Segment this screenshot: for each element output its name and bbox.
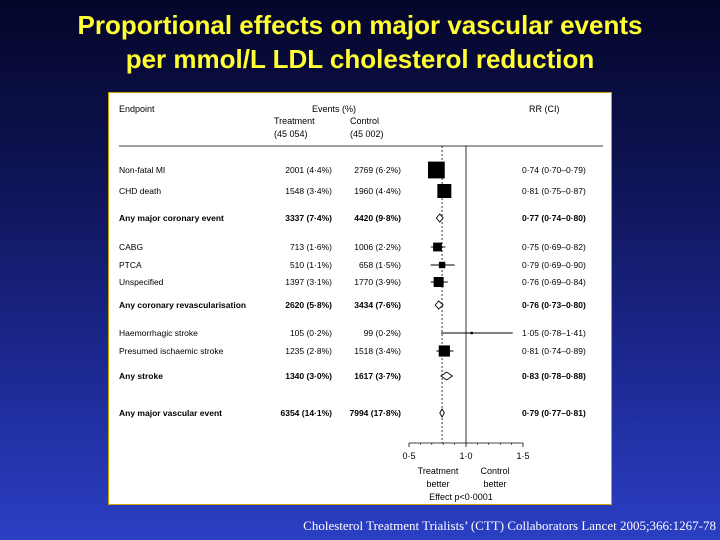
row-control: 99 (0·2%) xyxy=(364,328,401,338)
row-treatment: 1397 (3·1%) xyxy=(285,277,332,287)
row-treatment: 1340 (3·0%) xyxy=(285,371,332,381)
x-axis-tick-label: 1·0 xyxy=(459,451,472,461)
row-treatment: 3337 (7·4%) xyxy=(285,213,332,223)
row-label: Any stroke xyxy=(119,371,163,381)
favours-control-label: better xyxy=(483,479,506,489)
row-rr: 0·75 (0·69–0·82) xyxy=(522,242,586,252)
x-axis-tick-label: 1·5 xyxy=(516,451,529,461)
summary-diamond xyxy=(435,213,444,223)
row-rr: 1·05 (0·78–1·41) xyxy=(522,328,586,338)
x-axis-tick-label: 0·5 xyxy=(402,451,415,461)
point-estimate-square xyxy=(438,345,450,357)
summary-diamond xyxy=(439,408,445,418)
row-label: Non-fatal MI xyxy=(119,165,165,175)
row-treatment: 1235 (2·8%) xyxy=(285,346,332,356)
row-label: CHD death xyxy=(119,186,161,196)
row-control: 1770 (3·9%) xyxy=(354,277,401,287)
point-estimate-square xyxy=(438,261,446,269)
row-control: 4420 (9·8%) xyxy=(354,213,401,223)
row-control: 1006 (2·2%) xyxy=(354,242,401,252)
summary-diamond xyxy=(440,371,454,381)
favours-treatment-label: better xyxy=(426,479,449,489)
row-control: 3434 (7·6%) xyxy=(354,300,401,310)
row-rr: 0·81 (0·75–0·87) xyxy=(522,186,586,196)
point-estimate-square xyxy=(433,277,444,287)
header-endpoint: Endpoint xyxy=(119,104,155,114)
row-treatment: 1548 (3·4%) xyxy=(285,186,332,196)
header-control-n: (45 002) xyxy=(350,129,384,139)
effect-p-value: Effect p<0·0001 xyxy=(429,492,493,502)
favours-treatment-label: Treatment xyxy=(418,466,459,476)
header-events: Events (%) xyxy=(312,104,356,114)
row-control: 658 (1·5%) xyxy=(359,260,401,270)
row-rr: 0·79 (0·69–0·90) xyxy=(522,260,586,270)
row-rr: 0·79 (0·77–0·81) xyxy=(522,408,586,418)
title-line-2: per mmol/L LDL cholesterol reduction xyxy=(125,44,595,74)
row-label: Presumed ischaemic stroke xyxy=(119,346,224,356)
row-control: 1960 (4·4%) xyxy=(354,186,401,196)
row-treatment: 510 (1·1%) xyxy=(290,260,332,270)
row-rr: 0·81 (0·74–0·89) xyxy=(522,346,586,356)
favours-control-label: Control xyxy=(480,466,509,476)
row-control: 1518 (3·4%) xyxy=(354,346,401,356)
row-label: Any major vascular event xyxy=(119,408,222,418)
row-label: Any coronary revascularisation xyxy=(119,300,246,310)
row-label: Haemorrhagic stroke xyxy=(119,328,198,338)
row-label: CABG xyxy=(119,242,143,252)
row-rr: 0·76 (0·73–0·80) xyxy=(522,300,586,310)
row-rr: 0·83 (0·78–0·88) xyxy=(522,371,586,381)
slide-title: Proportional effects on major vascular e… xyxy=(0,8,720,76)
row-rr: 0·77 (0·74–0·80) xyxy=(522,213,586,223)
header-treatment-n: (45 054) xyxy=(274,129,308,139)
summary-diamond xyxy=(434,300,444,310)
row-treatment: 105 (0·2%) xyxy=(290,328,332,338)
row-treatment: 6354 (14·1%) xyxy=(280,408,332,418)
row-control: 2769 (6·2%) xyxy=(354,165,401,175)
row-label: Any major coronary event xyxy=(119,213,224,223)
point-estimate-square xyxy=(433,242,442,252)
row-treatment: 713 (1·6%) xyxy=(290,242,332,252)
header-rr: RR (CI) xyxy=(529,104,560,114)
row-label: PTCA xyxy=(119,260,142,270)
row-control: 1617 (3·7%) xyxy=(354,371,401,381)
row-treatment: 2620 (5·8%) xyxy=(285,300,332,310)
row-rr: 0·76 (0·69–0·84) xyxy=(522,277,586,287)
row-label: Unspecified xyxy=(119,277,164,287)
forest-plot-panel: Endpoint Events (%) Treatment (45 054) Contr… xyxy=(108,92,612,505)
point-estimate-square xyxy=(470,331,473,335)
header-control: Control xyxy=(350,116,379,126)
point-estimate-square xyxy=(437,184,452,198)
title-line-1: Proportional effects on major vascular e… xyxy=(77,10,643,40)
header-treatment: Treatment xyxy=(274,116,315,126)
citation: Cholesterol Treatment Trialists’ (CTT) C… xyxy=(303,518,716,533)
row-control: 7994 (17·8%) xyxy=(349,408,401,418)
row-rr: 0·74 (0·70–0·79) xyxy=(522,165,586,175)
row-treatment: 2001 (4·4%) xyxy=(285,165,332,175)
point-estimate-square xyxy=(427,161,445,179)
forest-plot: Endpoint Events (%) Treatment (45 054) Contr… xyxy=(119,104,603,502)
